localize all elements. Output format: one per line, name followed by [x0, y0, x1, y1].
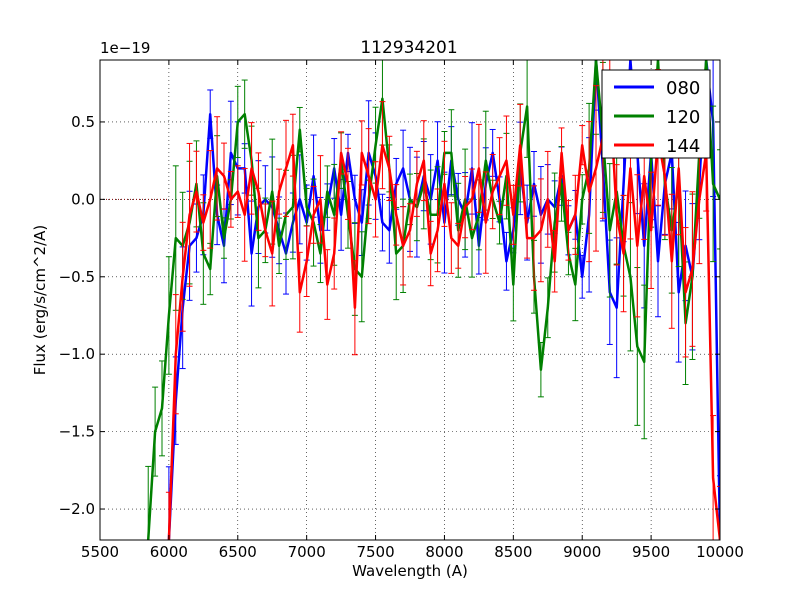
y-offset-text: 1e−19 [100, 39, 150, 57]
y-tick-label: −1.5 [59, 423, 95, 441]
legend-label-144: 144 [666, 136, 700, 157]
legend-box [601, 69, 711, 159]
legend: 080 120 144 [601, 69, 711, 159]
y-tick-label: −2.0 [59, 500, 95, 518]
plot-area: 5500 6000 6500 7000 7500 8000 8500 9000 9500 1000… [59, 59, 744, 561]
x-axis-label: Wavelength (A) [352, 562, 468, 580]
x-tick-label: 6500 [219, 543, 257, 561]
series-line-144 [167, 89, 720, 540]
x-tick-label: 8000 [425, 543, 463, 561]
legend-label-080: 080 [666, 78, 700, 99]
x-tick-label: 7000 [288, 543, 326, 561]
chart-title: 112934201 [360, 38, 457, 58]
y-tick-label: 0.5 [71, 113, 95, 131]
legend-label-120: 120 [666, 107, 700, 128]
x-tick-label: 5500 [81, 543, 119, 561]
x-tick-label: 7500 [356, 543, 394, 561]
y-axis-label: Flux (erg/s/cm^2/A) [31, 225, 49, 376]
plot-frame [99, 59, 721, 541]
x-tick-label: 9500 [632, 543, 670, 561]
x-tick-label: 6000 [150, 543, 188, 561]
y-tick-label: −0.5 [59, 268, 95, 286]
x-tick-label: 8500 [494, 543, 532, 561]
x-tick-label: 10000 [696, 543, 744, 561]
y-tick-label: 0.0 [71, 190, 95, 208]
y-tick-label: −1.0 [59, 345, 95, 363]
x-tick-label: 9000 [563, 543, 601, 561]
